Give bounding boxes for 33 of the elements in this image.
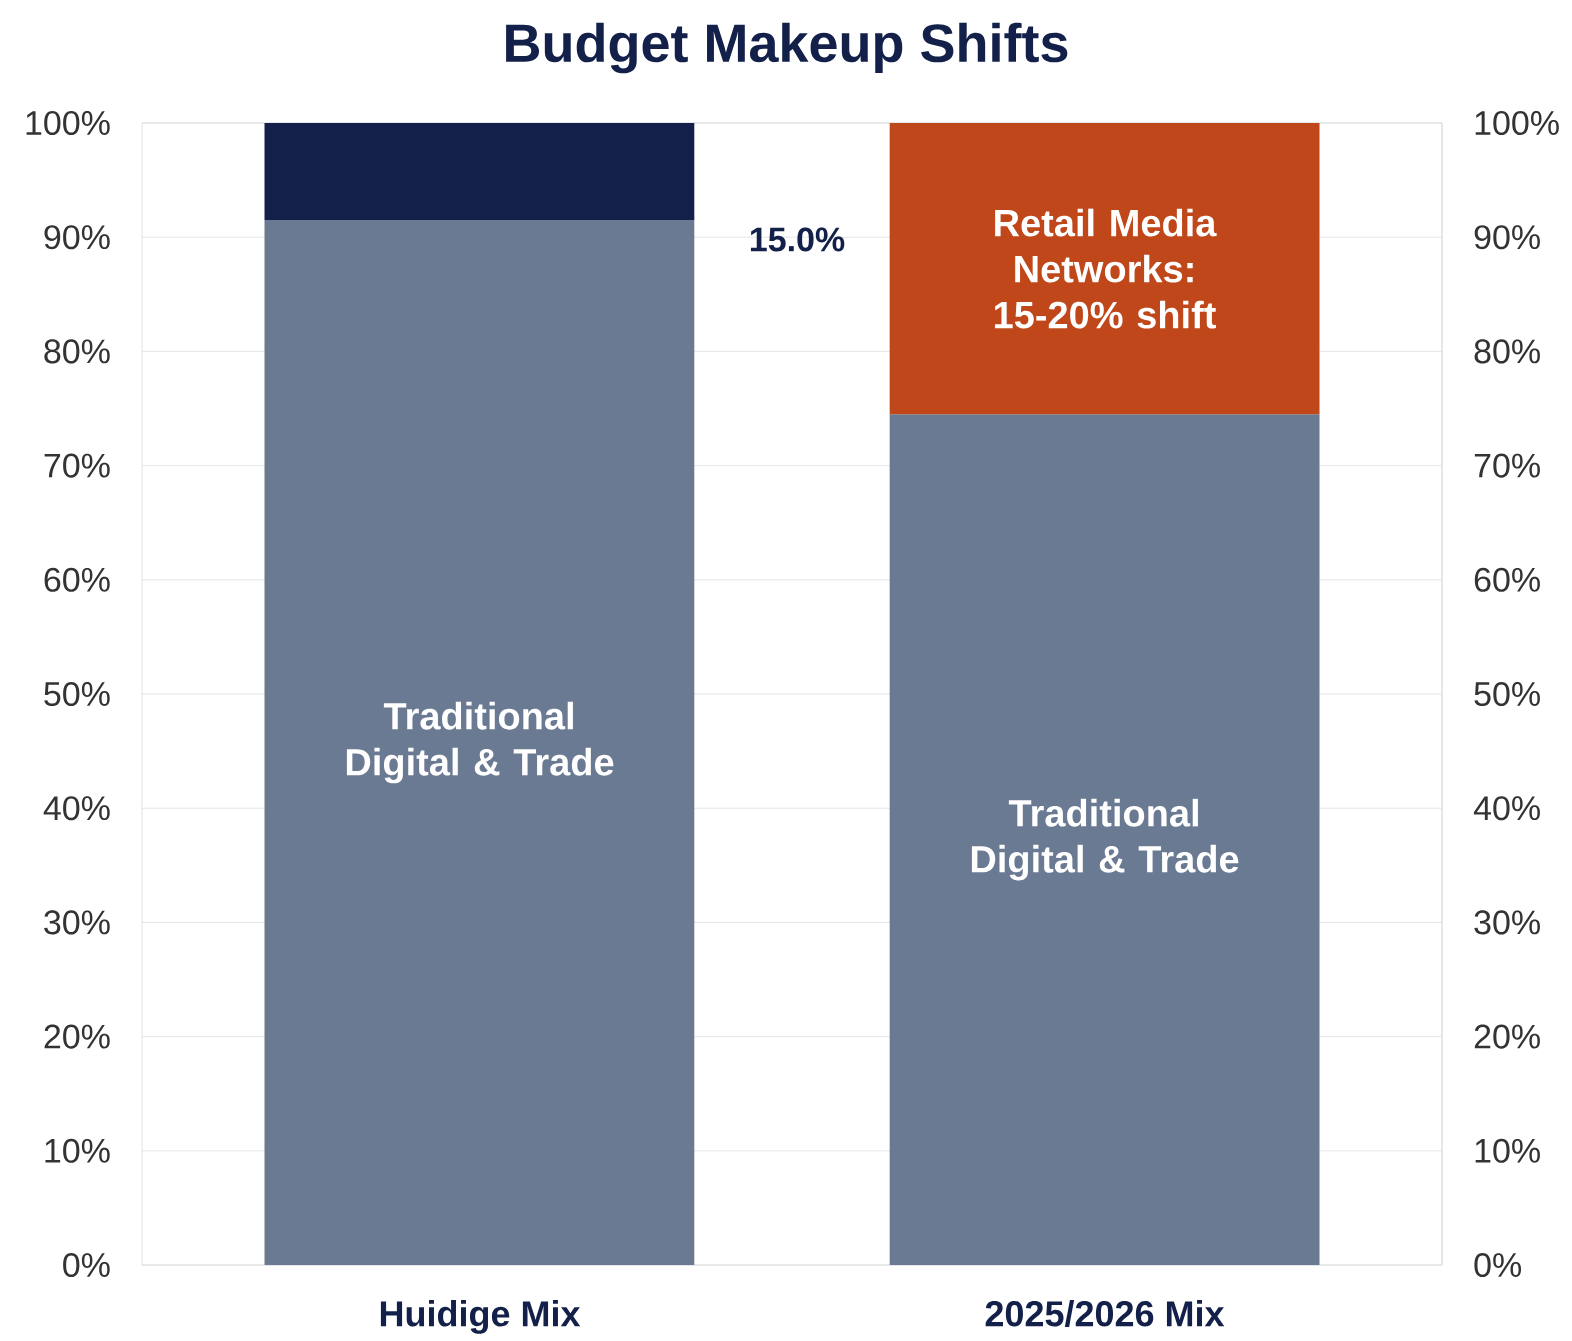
y-tick-label: 60%: [44, 567, 110, 592]
y-tick-label: 70%: [44, 453, 110, 478]
y-tick-label: 40%: [43, 796, 110, 821]
y-tick-label: 90%: [44, 225, 110, 250]
y-tick-label: 50%: [44, 681, 110, 707]
y2-tick-label: 90%: [1474, 225, 1540, 250]
y2-tick-label: 100%: [1475, 110, 1559, 136]
y2-tick-label: 50%: [1474, 681, 1540, 707]
series-label: Retail Media Networks: 15-20% shift: [994, 208, 1217, 329]
y2-tick-label: 60%: [1474, 567, 1540, 592]
y-tick-label: 0%: [63, 1252, 110, 1278]
y2-tick-label: 20%: [1474, 1024, 1540, 1049]
series-label: Traditional Digital & Trade: [346, 701, 614, 784]
y2-tick-label: 70%: [1474, 453, 1540, 478]
y2-tick-label: 10%: [1475, 1138, 1540, 1163]
y-tick-label: 10%: [45, 1138, 110, 1163]
y-tick-label: 100%: [26, 110, 110, 136]
text: Traditional Digital & Trade: [971, 798, 1239, 881]
bar: [889, 414, 1320, 1266]
annotation: 15.0%: [750, 227, 845, 252]
chart-title: Budget Makeup Shifts: [506, 22, 1068, 74]
y2-tick-label: 0%: [1474, 1252, 1522, 1278]
bar: [889, 123, 1320, 415]
bar: [264, 123, 695, 221]
y2-tick-label: 80%: [1474, 339, 1540, 364]
y2-tick-label: 40%: [1473, 796, 1540, 821]
y-tick-label: 30%: [44, 910, 110, 935]
x-tick-label: 2025/2026 Mix: [985, 1300, 1225, 1327]
y-tick-label: 80%: [44, 339, 110, 364]
bar: [264, 220, 695, 1266]
y-tick-label: 20%: [44, 1024, 110, 1049]
x-tick-label: Huidige Mix: [380, 1300, 581, 1334]
y2-tick-label: 30%: [1474, 910, 1540, 935]
